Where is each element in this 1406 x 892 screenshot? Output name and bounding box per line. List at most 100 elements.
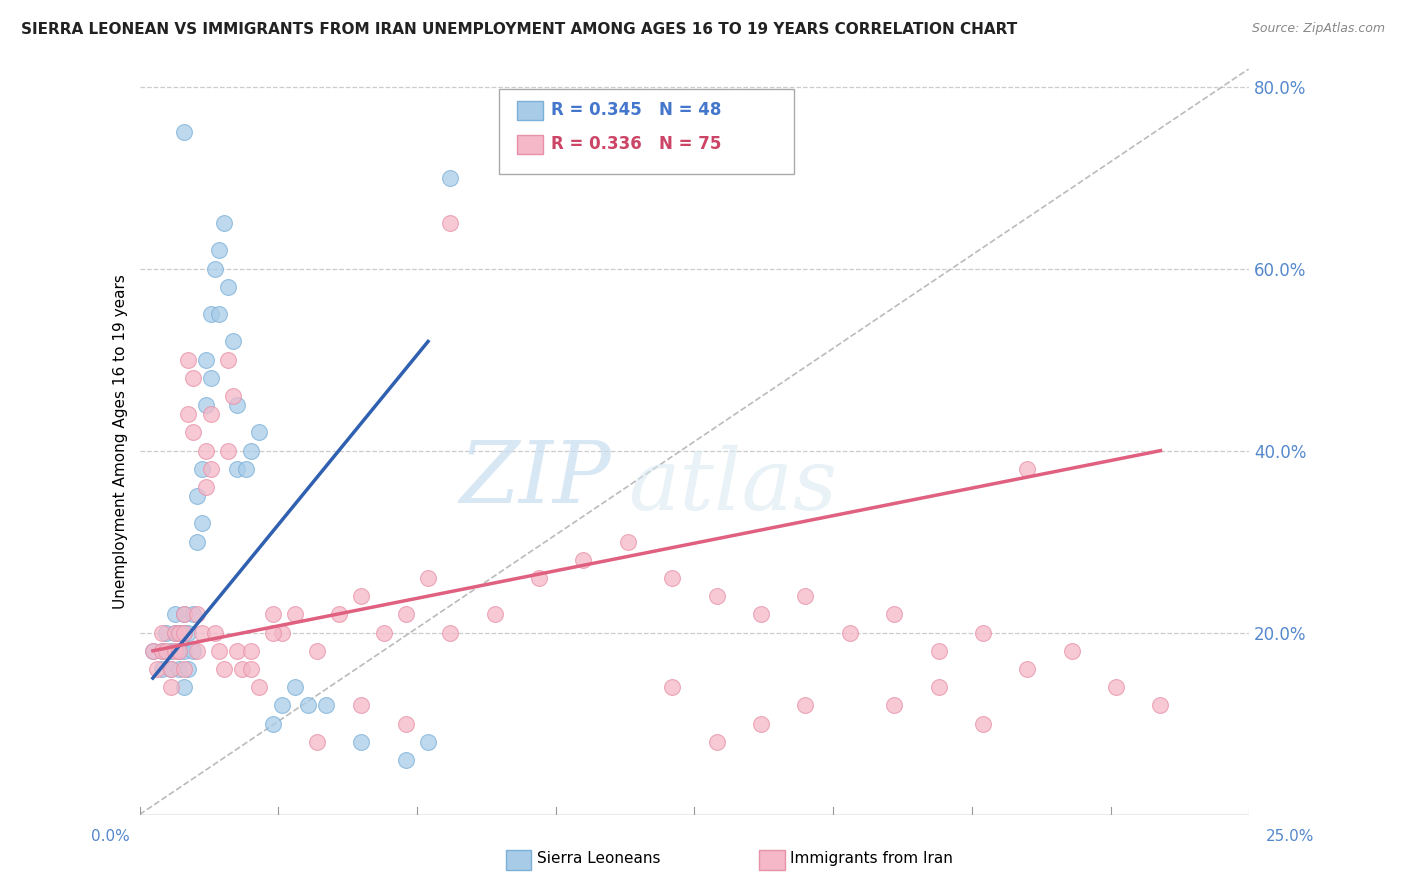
Point: [749, 607, 772, 622]
Point: [195, 398, 218, 412]
Point: [208, 244, 231, 258]
Point: [169, 644, 191, 658]
Point: [200, 407, 222, 421]
Point: [1017, 662, 1039, 676]
Point: [794, 698, 817, 713]
Point: [928, 680, 950, 694]
Point: [661, 680, 683, 694]
Point: [883, 607, 905, 622]
Point: [972, 625, 994, 640]
Point: [173, 125, 195, 139]
Point: [173, 644, 195, 658]
Point: [186, 489, 208, 503]
Point: [928, 644, 950, 658]
Point: [173, 625, 195, 640]
Point: [416, 735, 439, 749]
Point: [200, 307, 222, 321]
Point: [307, 735, 329, 749]
Point: [284, 607, 307, 622]
Point: [204, 261, 226, 276]
Point: [208, 307, 231, 321]
Point: [181, 607, 204, 622]
Point: [484, 607, 506, 622]
Point: [217, 443, 239, 458]
Point: [706, 589, 728, 603]
Text: 0.0%: 0.0%: [91, 830, 131, 844]
Point: [883, 698, 905, 713]
Point: [150, 662, 173, 676]
Point: [222, 334, 245, 349]
Point: [169, 662, 191, 676]
Point: [169, 625, 191, 640]
Point: [177, 662, 200, 676]
Point: [617, 534, 640, 549]
Point: [439, 170, 461, 185]
Point: [231, 662, 253, 676]
Y-axis label: Unemployment Among Ages 16 to 19 years: Unemployment Among Ages 16 to 19 years: [114, 274, 128, 609]
Text: Source: ZipAtlas.com: Source: ZipAtlas.com: [1251, 22, 1385, 36]
Point: [177, 352, 200, 367]
Point: [262, 625, 284, 640]
Point: [262, 716, 284, 731]
Point: [350, 735, 373, 749]
Text: SIERRA LEONEAN VS IMMIGRANTS FROM IRAN UNEMPLOYMENT AMONG AGES 16 TO 19 YEARS CO: SIERRA LEONEAN VS IMMIGRANTS FROM IRAN U…: [21, 22, 1018, 37]
Point: [169, 625, 191, 640]
Point: [181, 371, 204, 385]
Point: [190, 625, 212, 640]
Point: [373, 625, 395, 640]
Point: [239, 443, 262, 458]
Point: [159, 680, 181, 694]
Point: [181, 425, 204, 440]
Point: [395, 716, 418, 731]
Point: [527, 571, 550, 585]
Point: [235, 462, 257, 476]
Point: [190, 462, 212, 476]
Point: [142, 644, 165, 658]
Point: [284, 680, 307, 694]
Point: [212, 662, 235, 676]
Point: [1017, 462, 1039, 476]
Point: [200, 462, 222, 476]
Point: [350, 698, 373, 713]
Point: [173, 607, 195, 622]
Point: [439, 625, 461, 640]
Point: [150, 644, 173, 658]
Point: [315, 698, 337, 713]
Point: [572, 553, 595, 567]
Point: [212, 216, 235, 230]
Point: [247, 680, 270, 694]
Point: [177, 407, 200, 421]
Point: [226, 462, 249, 476]
Point: [270, 698, 292, 713]
Point: [169, 644, 191, 658]
Point: [350, 589, 373, 603]
Point: [173, 625, 195, 640]
Text: Sierra Leoneans: Sierra Leoneans: [537, 851, 661, 865]
Point: [146, 662, 169, 676]
Text: R = 0.345   N = 48: R = 0.345 N = 48: [551, 101, 721, 119]
Point: [395, 753, 418, 767]
Text: ZIP: ZIP: [460, 437, 612, 520]
Point: [159, 662, 181, 676]
Point: [838, 625, 860, 640]
Point: [163, 625, 186, 640]
Point: [177, 625, 200, 640]
Point: [208, 644, 231, 658]
Point: [328, 607, 350, 622]
Point: [163, 607, 186, 622]
Point: [794, 589, 817, 603]
Point: [239, 662, 262, 676]
Point: [706, 735, 728, 749]
Point: [173, 680, 195, 694]
Point: [972, 716, 994, 731]
Point: [270, 625, 292, 640]
Point: [150, 625, 173, 640]
Text: Immigrants from Iran: Immigrants from Iran: [790, 851, 953, 865]
Point: [186, 644, 208, 658]
Point: [173, 607, 195, 622]
Point: [247, 425, 270, 440]
Point: [416, 571, 439, 585]
Text: 25.0%: 25.0%: [1267, 830, 1315, 844]
Point: [1149, 698, 1171, 713]
Point: [239, 644, 262, 658]
